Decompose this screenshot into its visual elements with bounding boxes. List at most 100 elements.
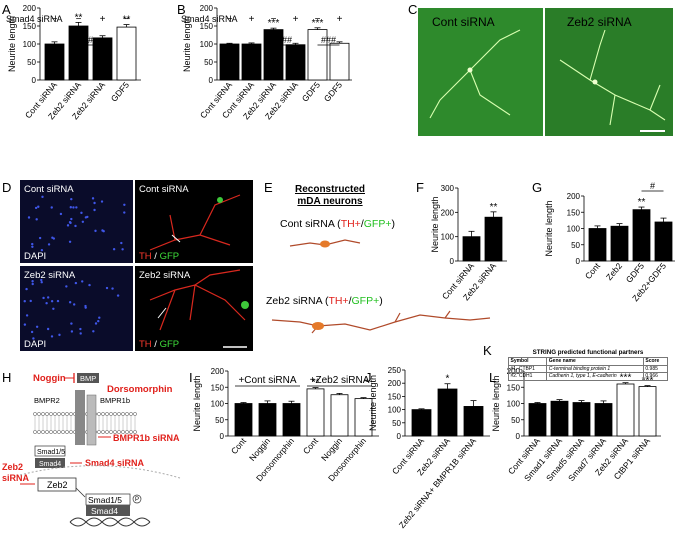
dapi-nucleus <box>46 327 50 331</box>
y-tick-label: 200 <box>441 208 455 217</box>
d-top-left-label: Cont siRNA <box>24 184 74 195</box>
dapi-nucleus <box>51 236 54 239</box>
h-noggin: Noggin <box>33 373 66 384</box>
string-table-title: STRING predicted functional partners <box>532 349 644 356</box>
lipid-head <box>45 412 49 416</box>
lipid-head <box>109 412 113 416</box>
dapi-nucleus <box>25 287 28 291</box>
th-neurite <box>149 269 246 331</box>
smad4-sirna-label: Smad4 siRNA <box>6 14 63 24</box>
lipid-head <box>37 412 41 416</box>
smad4-sign: − <box>271 14 277 25</box>
panel-letter-h: H <box>2 370 11 385</box>
dapi-nucleus <box>29 299 32 303</box>
dapi-nucleus <box>100 200 104 203</box>
lipid-head <box>49 430 53 434</box>
bar <box>437 388 458 437</box>
lipid-head <box>53 430 57 434</box>
dapi-nucleus <box>69 206 72 209</box>
y-axis-label: Neurite length <box>368 375 378 431</box>
dapi-nucleus <box>52 307 55 311</box>
smad4-sign: + <box>249 14 255 25</box>
lipid-head <box>113 430 117 434</box>
h-smad4-sirna: Smad4 siRNA <box>85 458 145 468</box>
dapi-nucleus <box>42 296 45 300</box>
reconstructed-neuron-zeb2 <box>271 310 491 334</box>
lipid-head <box>33 412 37 416</box>
dapi-nucleus <box>27 216 31 219</box>
bar <box>632 209 651 262</box>
smad15-box <box>34 445 66 457</box>
dapi-nucleus <box>86 215 89 219</box>
y-tick-label: 50 <box>204 58 213 67</box>
dapi-nucleus <box>94 322 98 325</box>
bar <box>219 43 240 81</box>
dapi-nucleus <box>40 281 43 284</box>
th-neurite <box>149 194 241 251</box>
y-tick-label: 300 <box>441 184 455 193</box>
y-tick-label: 150 <box>507 383 521 392</box>
category-label: GDF5 <box>109 80 131 104</box>
bar <box>92 37 113 81</box>
bracket-label: ### <box>321 35 336 45</box>
dapi-nucleus <box>40 278 43 282</box>
receptor-bmpr2 <box>75 390 85 445</box>
dapi-nucleus <box>70 197 73 201</box>
y-tick-label: 150 <box>211 383 225 392</box>
dapi-nucleus <box>59 212 63 216</box>
dapi-nucleus <box>105 286 109 290</box>
panel-e-reconstructions: Reconstructed mDA neurons Cont siRNA (TH… <box>266 184 491 334</box>
smad4-sign: − <box>52 14 58 25</box>
dapi-nucleus <box>72 303 76 306</box>
lipid-head <box>65 412 69 416</box>
bar <box>258 403 277 437</box>
bar <box>241 43 262 81</box>
dapi-zeb2 <box>20 266 133 351</box>
dapi-nucleus <box>66 224 70 227</box>
lipid-head <box>57 412 61 416</box>
h-zeb2: Zeb2 <box>47 480 68 490</box>
panel-letter-j: J <box>365 370 372 385</box>
dapi-nucleus <box>68 240 72 243</box>
smad4-sign: + <box>100 14 106 25</box>
arrow <box>171 234 181 243</box>
significance-stars: ** <box>312 378 320 389</box>
y-tick-label: 150 <box>23 22 37 31</box>
bar <box>528 403 547 437</box>
y-axis-label: Neurite length <box>544 200 554 256</box>
panel-c-micrographs: Cont siRNA Zeb2 siRNA <box>418 8 673 136</box>
significance-stars: *** <box>268 18 280 29</box>
e-zeb2-label: Zeb2 siRNA (TH+/GFP+) <box>266 295 383 307</box>
smad4-box <box>35 458 65 468</box>
y-tick-label: 100 <box>388 406 402 415</box>
dapi-nucleus <box>74 281 78 285</box>
dapi-nucleus <box>80 211 83 215</box>
table-header: Gene name <box>546 357 644 366</box>
dapi-nuclei <box>23 195 126 340</box>
lipid-head <box>53 412 57 416</box>
lipid-head <box>45 430 49 434</box>
dapi-nucleus <box>84 306 87 309</box>
table-header: Score <box>642 357 669 366</box>
bracket-label: # <box>88 35 93 45</box>
y-tick-label: 100 <box>441 233 455 242</box>
dapi-nucleus <box>35 218 38 221</box>
bar <box>68 25 89 81</box>
dapi-nucleus <box>65 285 68 288</box>
bar <box>285 44 306 81</box>
bar <box>44 43 65 81</box>
y-tick-label: 0 <box>516 432 521 441</box>
cell-body <box>592 79 598 85</box>
y-tick-label: 200 <box>211 367 225 376</box>
bar <box>572 402 591 437</box>
bar <box>610 225 629 262</box>
dapi-nucleus <box>38 236 42 240</box>
bar <box>594 403 613 437</box>
group-label: +Zeb2 siRNA <box>310 375 370 386</box>
y-axis-label: Neurite length <box>491 375 501 431</box>
